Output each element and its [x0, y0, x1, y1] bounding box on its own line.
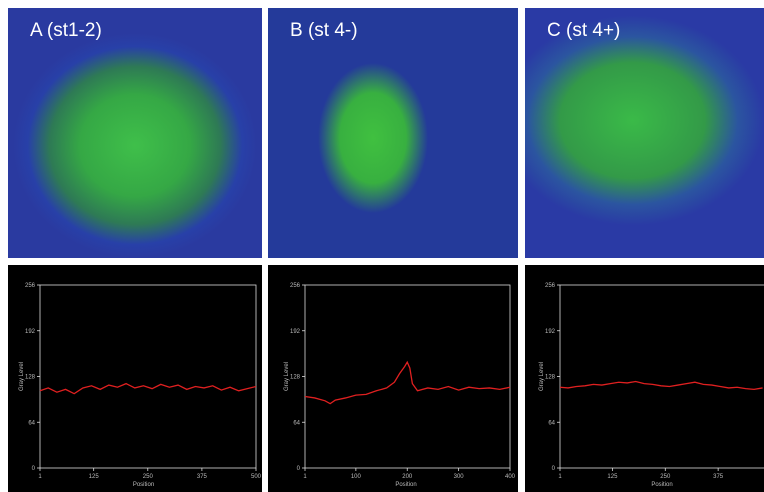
panel-label: A (st1-2) [30, 20, 102, 41]
panel-label: C (st 4+) [547, 20, 621, 41]
y-tick-label: 64 [28, 420, 35, 426]
y-tick-label: 256 [25, 283, 36, 289]
x-tick-label: 1 [38, 474, 42, 480]
profile-line [559, 380, 763, 391]
panel-label: B (st 4-) [290, 20, 358, 41]
x-tick-label: 100 [351, 474, 362, 480]
micrograph: A (st1-2) [8, 8, 262, 258]
y-tick-label: 0 [297, 466, 301, 472]
x-axis-label: Position [133, 482, 154, 488]
x-tick-label: 500 [251, 474, 262, 480]
profile-chart: 0 64 128 192 256 1 125 250 375 Position Gray Level [525, 265, 764, 492]
y-tick-label: 192 [545, 329, 556, 335]
x-axis-label: Position [395, 482, 416, 488]
micrograph: B (st 4-) [268, 8, 518, 258]
x-tick-label: 125 [607, 474, 618, 480]
y-tick-label: 192 [290, 329, 301, 335]
micrograph: C (st 4+) [525, 8, 764, 258]
x-tick-label: 1 [303, 474, 307, 480]
x-tick-label: 125 [89, 474, 100, 480]
chart: 0 64 128 192 256 1 125 250 375 Position Gray Level [539, 283, 764, 488]
x-axis-label: Position [651, 482, 672, 488]
profile-chart: 0 64 128 192 256 1 125 250 375 500 Position Gray Le… [8, 265, 262, 492]
plot-frame [39, 284, 257, 469]
y-tick-label: 192 [25, 329, 36, 335]
plot-frame [304, 284, 511, 469]
plot-frame [559, 284, 764, 469]
x-tick-label: 375 [713, 474, 724, 480]
y-tick-label: 0 [552, 466, 556, 472]
y-tick-label: 64 [548, 420, 555, 426]
chart: 0 64 128 192 256 1 125 250 375 500 Position Gray Le… [19, 283, 262, 488]
profile-chart: 0 64 128 192 256 1 100 200 300 400 Position Gray Le… [268, 265, 518, 492]
y-axis-label: Gray Level [284, 362, 290, 391]
y-tick-label: 64 [293, 420, 300, 426]
x-tick-label: 200 [402, 474, 413, 480]
x-tick-label: 1 [558, 474, 562, 480]
y-axis-label: Gray Level [539, 362, 545, 391]
x-tick-label: 300 [454, 474, 465, 480]
profile-line [39, 382, 257, 395]
y-tick-label: 128 [545, 375, 556, 381]
x-tick-label: 400 [505, 474, 516, 480]
y-tick-label: 128 [25, 375, 36, 381]
y-tick-label: 256 [545, 283, 556, 289]
chart: 0 64 128 192 256 1 100 200 300 400 Position Gray Le… [284, 283, 516, 488]
y-tick-label: 256 [290, 283, 301, 289]
x-tick-label: 250 [660, 474, 671, 480]
y-tick-label: 128 [290, 375, 301, 381]
x-tick-label: 250 [143, 474, 154, 480]
profile-line [304, 360, 511, 405]
y-tick-label: 0 [32, 466, 36, 472]
x-tick-label: 375 [197, 474, 208, 480]
y-axis-label: Gray Level [19, 362, 25, 391]
